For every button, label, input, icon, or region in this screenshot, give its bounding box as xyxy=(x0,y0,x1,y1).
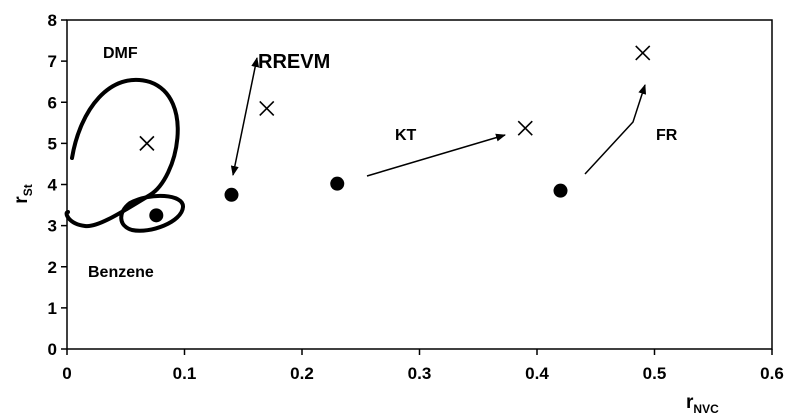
data-point-circle xyxy=(224,187,239,202)
data-point-circle xyxy=(149,208,164,223)
y-axis-title: rSt xyxy=(11,184,35,203)
x-tick-label: 0.3 xyxy=(408,364,432,383)
benzene-loop-outline xyxy=(119,193,185,233)
x-axis-title: rNVC xyxy=(686,392,719,416)
x-tick-label: 0.6 xyxy=(760,364,784,383)
data-point-cross xyxy=(259,100,275,116)
x-tick-label: 0.2 xyxy=(290,364,314,383)
y-tick-label: 5 xyxy=(48,134,57,153)
dmf-loop-outline xyxy=(64,78,180,229)
y-tick-label: 1 xyxy=(48,299,57,318)
y-tick-label: 0 xyxy=(48,340,57,359)
data-point-circle xyxy=(330,176,345,191)
rrevm-arrow xyxy=(230,57,260,176)
x-tick-label: 0 xyxy=(62,364,71,383)
label-kt: KT xyxy=(395,127,417,144)
x-axis: 0 0.1 0.2 0.3 0.4 0.5 0.6 xyxy=(62,349,784,383)
label-rrevm: RREVM xyxy=(258,51,330,73)
y-tick-label: 8 xyxy=(48,11,57,30)
label-fr: FR xyxy=(656,127,678,144)
fr-arrow xyxy=(584,84,647,175)
data-point-cross xyxy=(139,135,155,151)
x-tick-label: 0.5 xyxy=(643,364,667,383)
y-tick-label: 7 xyxy=(48,52,57,71)
data-point-cross xyxy=(635,45,651,61)
y-axis: 0 1 2 3 4 5 6 7 8 xyxy=(48,11,67,359)
label-benzene: Benzene xyxy=(88,264,154,281)
data-point-cross xyxy=(517,120,533,136)
y-tick-label: 4 xyxy=(48,176,58,195)
annotations: DMF RREVM KT FR Benzene xyxy=(88,45,678,281)
y-tick-label: 2 xyxy=(48,258,57,277)
plot-area-frame xyxy=(66,19,773,350)
label-dmf: DMF xyxy=(103,45,138,62)
data-points xyxy=(139,45,651,223)
x-tick-label: 0.1 xyxy=(173,364,197,383)
y-tick-label: 3 xyxy=(48,217,57,236)
data-point-circle xyxy=(553,183,568,198)
kt-arrow xyxy=(366,133,506,177)
y-tick-label: 6 xyxy=(48,93,57,112)
x-tick-label: 0.4 xyxy=(525,364,549,383)
